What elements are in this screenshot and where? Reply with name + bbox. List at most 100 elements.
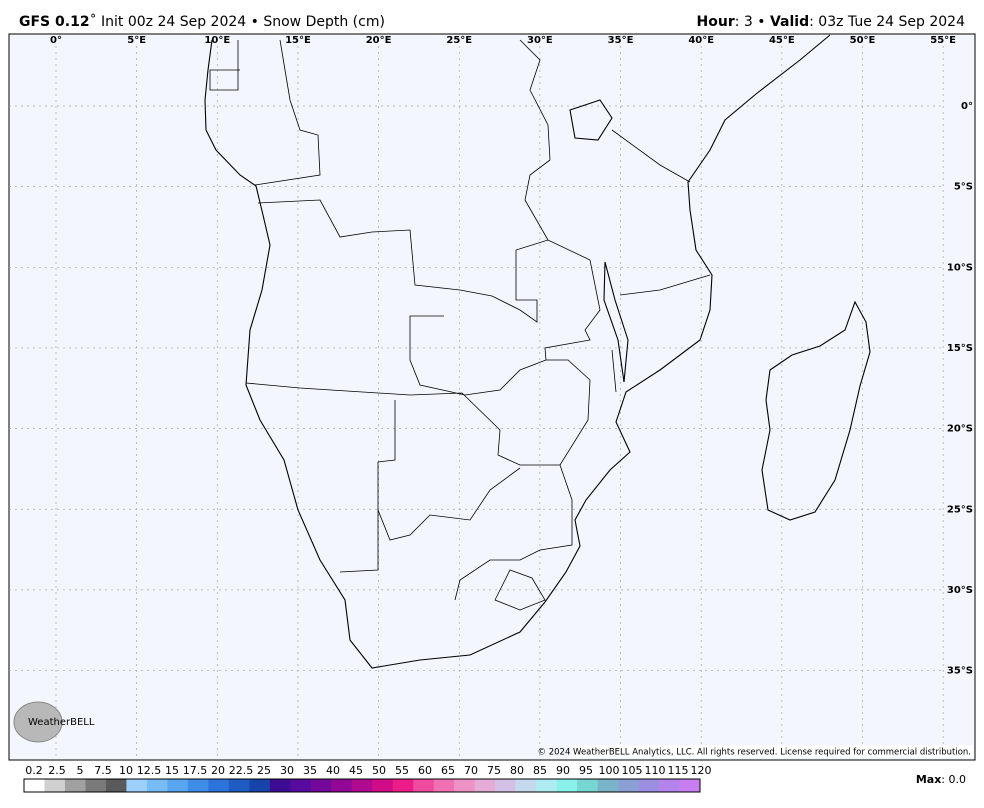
legend-label: 2.5 — [48, 764, 66, 777]
color-box — [433, 779, 455, 792]
map-frame — [8, 33, 976, 761]
legend-label: 7.5 — [94, 764, 112, 777]
color-box — [454, 779, 475, 792]
lon-label: 50°E — [850, 35, 876, 46]
lon-label: 40°E — [688, 35, 714, 46]
logo-text: WeatherBELL — [28, 717, 95, 728]
lat-label: 15°S — [947, 343, 973, 354]
color-box — [474, 779, 496, 792]
lon-label: 45°E — [769, 35, 795, 46]
color-box — [556, 779, 578, 792]
color-box — [597, 779, 619, 792]
legend-label: 35 — [303, 764, 317, 777]
lat-label: 25°S — [947, 504, 973, 515]
legend-label: 20 — [211, 764, 225, 777]
init: ˚ Init 00z 24 Sep 2024 • Snow Depth (cm) — [90, 13, 385, 30]
color-box — [659, 779, 680, 792]
color-box — [44, 779, 66, 792]
valid: : 03z Tue 24 Sep 2024 — [809, 14, 965, 30]
legend-label: 60 — [418, 764, 432, 777]
borders — [209, 39, 711, 611]
color-box — [24, 779, 45, 792]
color-box — [290, 779, 312, 792]
lake-victoria — [569, 99, 613, 141]
legend-label: 95 — [579, 764, 593, 777]
legend-label: 85 — [533, 764, 547, 777]
legend-label: 80 — [510, 764, 524, 777]
logo: WeatherBELL — [13, 701, 95, 743]
lon-label: 30°E — [527, 35, 553, 46]
lake-malawi — [603, 261, 629, 383]
hour-label: Hour — [697, 14, 735, 30]
lat-label: 30°S — [947, 585, 973, 596]
color-box — [495, 779, 516, 792]
legend-label: 70 — [464, 764, 478, 777]
legend-label: 45 — [349, 764, 363, 777]
lon-label: 55°E — [930, 35, 956, 46]
max-value: : 0.0 — [941, 773, 966, 786]
legend-label: 15 — [165, 764, 179, 777]
legend-label: 30 — [280, 764, 294, 777]
lat-label: 0° — [961, 101, 973, 112]
lon-label: 25°E — [446, 35, 472, 46]
legend: 0.2 2.5 5 7.5 10 12.5 15 17.5 20 22.5 25 30 35 40 45 50… — [23, 764, 712, 793]
color-box — [310, 779, 332, 792]
max: Max: 0.0 — [916, 773, 966, 786]
color-box — [126, 779, 148, 792]
lat-label: 10°S — [947, 262, 973, 273]
color-box — [351, 779, 373, 792]
color-box — [249, 779, 271, 792]
max-label: Max — [916, 773, 941, 786]
legend-label: 65 — [441, 764, 455, 777]
color-box — [618, 779, 639, 792]
legend-label: 5 — [77, 764, 84, 777]
color-box — [208, 779, 230, 792]
color-box — [64, 779, 86, 792]
graticule: 0° 5°E 10°E 15°E 20°E 25°E 30°E 35°E 40°E 45°E 50°… — [9, 35, 973, 760]
coastline — [204, 34, 831, 669]
color-box — [577, 779, 598, 792]
legend-label: 22.5 — [229, 764, 254, 777]
lat-label: 5°S — [954, 182, 973, 193]
legend-label: 0.2 — [25, 764, 43, 777]
color-box — [146, 779, 168, 792]
legend-label: 55 — [395, 764, 409, 777]
lat-label: 35°S — [947, 666, 973, 677]
legend-label: 50 — [372, 764, 386, 777]
color-box — [167, 779, 189, 792]
legend-label: 12.5 — [137, 764, 162, 777]
land — [204, 34, 871, 669]
legend-label: 105 — [622, 764, 643, 777]
lon-label: 5°E — [127, 35, 146, 46]
color-box — [515, 779, 537, 792]
legend-label: 120 — [691, 764, 712, 777]
color-box — [372, 779, 394, 792]
legend-label: 25 — [257, 764, 271, 777]
header-right: Hour: 3 • Valid: 03z Tue 24 Sep 2024 — [697, 14, 966, 30]
header-left: GFS 0.12˚ Init 00z 24 Sep 2024 • Snow De… — [19, 13, 385, 30]
madagascar — [761, 300, 871, 521]
lon-label: 20°E — [366, 35, 392, 46]
lon-label: 15°E — [285, 35, 311, 46]
logo-swirl — [13, 701, 63, 743]
legend-label: 100 — [599, 764, 620, 777]
color-box — [228, 779, 250, 792]
legend-label: 40 — [326, 764, 340, 777]
color-box — [413, 779, 434, 792]
lon-label: 10°E — [204, 35, 230, 46]
color-box — [85, 779, 107, 792]
color-box — [331, 779, 353, 792]
color-box — [269, 779, 291, 792]
lon-label: 35°E — [608, 35, 634, 46]
legend-label: 115 — [668, 764, 689, 777]
legend-label: 110 — [645, 764, 666, 777]
legend-label: 75 — [487, 764, 501, 777]
color-box — [638, 779, 660, 792]
color-box — [536, 779, 557, 792]
valid-label: Valid — [770, 14, 809, 30]
color-box — [392, 779, 414, 792]
model: GFS 0.12 — [19, 14, 90, 30]
hour: : 3 • — [735, 14, 770, 30]
